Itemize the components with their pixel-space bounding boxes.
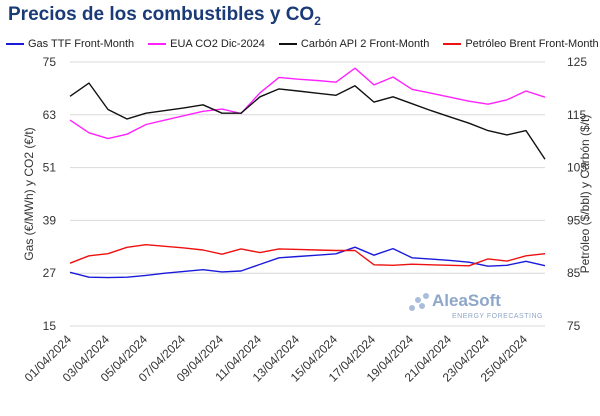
y-left-tick-label: 27 — [43, 266, 57, 280]
y-left-tick-label: 15 — [43, 319, 57, 333]
y-right-tick-label: 85 — [567, 266, 581, 280]
chart-title-text: Precios de los combustibles y CO — [8, 4, 315, 25]
series-line-3 — [69, 82, 546, 160]
legend-item: Carbón API 2 Front-Month — [278, 38, 430, 50]
y-right-tick-label: 105 — [567, 161, 587, 175]
legend-swatch — [148, 43, 167, 45]
x-axis-ticks: 01/04/202403/04/202405/04/202407/04/2024… — [22, 332, 531, 385]
series-line-4 — [69, 243, 546, 267]
y-right-tick-label: 95 — [567, 213, 581, 227]
legend-swatch — [443, 43, 462, 45]
grid-lines — [70, 61, 545, 327]
chart-title: Precios de los combustibles y CO2 — [8, 4, 321, 28]
watermark-dot-icon — [415, 297, 421, 303]
watermark-tagline: ENERGY FORECASTING — [452, 313, 543, 320]
y-right-tick-label: 75 — [567, 319, 581, 333]
y-left-tick-label: 39 — [43, 213, 57, 227]
y-axis-right-label: Petróleo ($/bbl) y Carbón ($/t) — [578, 115, 592, 274]
y-right-tick-label: 115 — [567, 108, 586, 122]
chart-title-subscript: 2 — [314, 13, 321, 28]
series-lines — [69, 67, 546, 279]
chart-legend: Gas TTF Front-Month EUA CO2 Dic-2024 Carbó… — [6, 38, 600, 50]
legend-swatch — [6, 43, 24, 45]
y-left-tick-label: 75 — [43, 55, 57, 69]
y-axis-left-label: Gas (€/MWh) y CO2 (€/t) — [22, 127, 36, 260]
y-left-tick-label: 51 — [43, 161, 57, 175]
right-axis-ticks: 125 115 105 95 85 75 — [567, 55, 587, 333]
series-line-2 — [69, 67, 546, 140]
left-axis-ticks: 75 63 51 39 27 15 — [43, 55, 57, 333]
watermark-brand: AleaSoft — [432, 291, 501, 310]
legend-swatch — [278, 43, 297, 45]
aleasoft-watermark: AleaSoft ENERGY FORECASTING — [409, 291, 543, 320]
watermark-dot-icon — [423, 293, 429, 299]
watermark-dot-icon — [419, 303, 425, 309]
y-right-tick-label: 125 — [567, 55, 587, 69]
legend-item: Petróleo Brent Front-Month — [443, 38, 599, 50]
legend-label: EUA CO2 Dic-2024 — [170, 38, 265, 50]
legend-label: Carbón API 2 Front-Month — [300, 38, 430, 50]
watermark-dot-icon — [409, 305, 415, 311]
legend-item: EUA CO2 Dic-2024 — [148, 38, 265, 50]
legend-label: Petróleo Brent Front-Month — [465, 38, 599, 50]
series-line-1 — [69, 246, 546, 279]
legend-label: Gas TTF Front-Month — [28, 38, 135, 50]
legend-item: Gas TTF Front-Month — [6, 38, 134, 50]
y-left-tick-label: 63 — [43, 108, 57, 122]
